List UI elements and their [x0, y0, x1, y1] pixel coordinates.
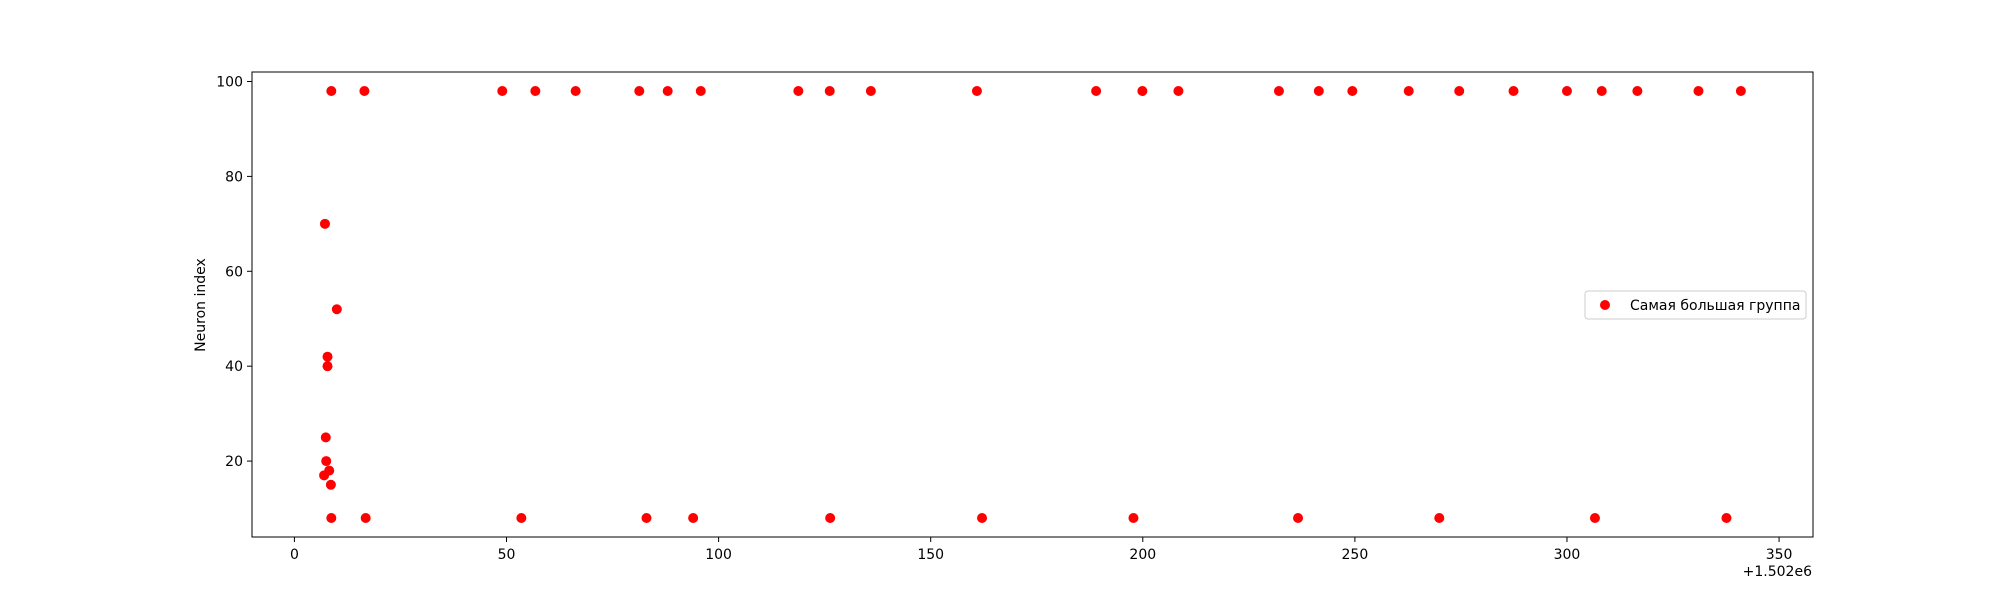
x-tick-label: 100 [705, 547, 732, 563]
data-point [1128, 513, 1139, 524]
x-tick-label: 50 [498, 547, 516, 563]
data-point [1693, 85, 1704, 96]
x-axis-ticks: 0 50 100 150 200 250 300 350 [290, 537, 1792, 563]
data-point [662, 85, 673, 96]
data-point [1454, 85, 1465, 96]
data-point [1403, 85, 1414, 96]
data-point [319, 218, 330, 229]
data-point [322, 351, 333, 362]
data-point [977, 513, 988, 524]
data-point [865, 85, 876, 96]
data-point [326, 85, 337, 96]
data-point [324, 465, 335, 476]
data-point [971, 85, 982, 96]
data-point [1313, 85, 1324, 96]
data-point [497, 85, 508, 96]
data-point [530, 85, 541, 96]
legend-marker [1600, 300, 1610, 310]
legend-frame [1584, 290, 1807, 320]
y-tick-label: 80 [225, 169, 243, 185]
data-point [793, 85, 804, 96]
data-point [1137, 85, 1148, 96]
data-point [326, 513, 337, 524]
data-point [1561, 85, 1572, 96]
y-tick-label: 60 [225, 264, 243, 280]
y-tick-label: 100 [216, 74, 243, 90]
data-point [1508, 85, 1519, 96]
y-axis-ticks: 20 40 60 80 100 [216, 74, 252, 470]
x-tick-label: 150 [917, 547, 944, 563]
data-point [688, 513, 699, 524]
legend-entry-label: Самая большая группа [1630, 298, 1800, 314]
data-point [824, 85, 835, 96]
data-point [320, 432, 331, 443]
data-point [1735, 85, 1746, 96]
data-point [1596, 85, 1607, 96]
data-point [695, 85, 706, 96]
data-point [570, 85, 581, 96]
data-point [641, 513, 652, 524]
data-point [359, 85, 370, 96]
data-point [1091, 85, 1102, 96]
plot-area [319, 85, 1746, 524]
y-tick-label: 40 [225, 359, 243, 375]
x-tick-label: 350 [1766, 547, 1793, 563]
x-tick-label: 250 [1342, 547, 1369, 563]
data-point [1273, 85, 1284, 96]
data-point [325, 479, 336, 490]
data-point [360, 513, 371, 524]
x-tick-label: 200 [1129, 547, 1156, 563]
y-axis-label: Neuron index [193, 258, 209, 352]
y-tick-label: 20 [225, 454, 243, 470]
data-point [1347, 85, 1358, 96]
data-point [1721, 513, 1732, 524]
data-point [516, 513, 527, 524]
data-point [634, 85, 645, 96]
plot-frame [251, 71, 1814, 538]
x-tick-label: 300 [1554, 547, 1581, 563]
data-point [1173, 85, 1184, 96]
x-offset-label: +1.502e6 [1743, 564, 1812, 580]
x-tick-label: 0 [290, 547, 299, 563]
data-point [331, 304, 342, 315]
data-point [1632, 85, 1643, 96]
data-point [1293, 513, 1304, 524]
data-point [825, 513, 836, 524]
legend: Самая большая группа [1584, 290, 1807, 320]
data-point [1434, 513, 1445, 524]
data-point [322, 361, 333, 372]
data-point [321, 456, 332, 467]
data-point [1589, 513, 1600, 524]
